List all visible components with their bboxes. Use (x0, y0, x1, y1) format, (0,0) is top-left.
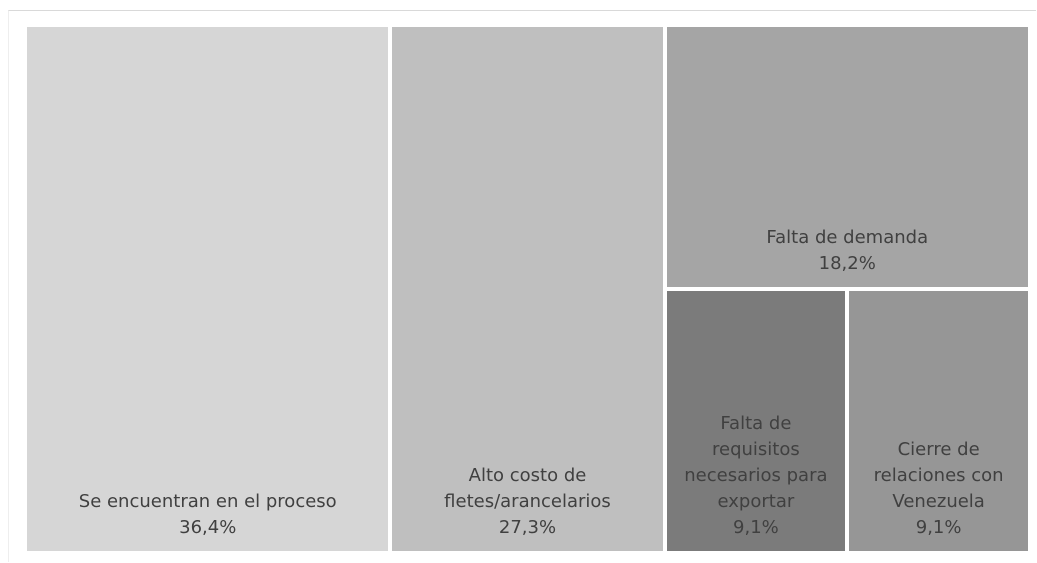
tile-value-label: 27,3% (498, 517, 557, 538)
tile-value-label: 18,2% (818, 253, 876, 274)
chart-frame (8, 10, 1036, 562)
tile-label: Alto costo de fletes/arancelarios (444, 465, 611, 512)
tile: Se encuentran en el proceso 36,4% (27, 27, 389, 551)
tile: Cierre de relaciones con Venezuela 9,1% (849, 291, 1028, 551)
tile-value-label: 9,1% (733, 517, 779, 538)
tile: Falta de demanda 18,2% (666, 27, 1028, 287)
tile: Alto costo de fletes/arancelarios 27,3% (392, 27, 663, 551)
tile-label: Falta de requisitos necesarios para expo… (684, 413, 828, 512)
tile-value-label: 36,4% (179, 517, 237, 538)
tile-value-label: 9,1% (915, 517, 962, 538)
tile-label: Cierre de relaciones con Venezuela (873, 439, 1004, 512)
tile-label: Falta de demanda (766, 227, 929, 248)
tile-label: Se encuentran en el proceso (78, 491, 337, 512)
tile: Falta de requisitos necesarios para expo… (666, 291, 846, 551)
